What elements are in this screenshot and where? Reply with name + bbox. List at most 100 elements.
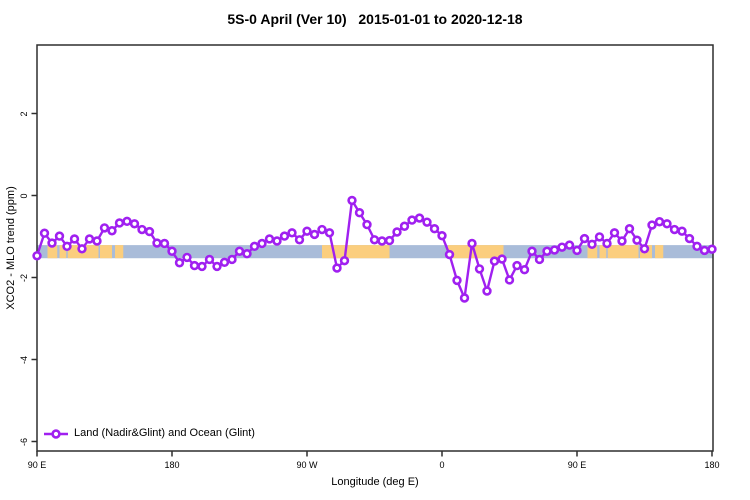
- data-point: [422, 217, 432, 227]
- x-tick-label: 180: [164, 460, 180, 470]
- data-point: [369, 235, 380, 245]
- data-point: [429, 224, 440, 234]
- y-tick-label: -6: [19, 437, 29, 446]
- data-point: [699, 245, 710, 256]
- data-point: [99, 223, 110, 233]
- data-point: [129, 219, 140, 229]
- data-point: [617, 236, 627, 246]
- data-point: [609, 228, 620, 238]
- data-point: [189, 260, 200, 271]
- data-point: [362, 219, 372, 230]
- data-point: [302, 226, 312, 236]
- data-point: [204, 254, 215, 265]
- data-point: [489, 256, 500, 266]
- data-point: [654, 217, 665, 227]
- data-point: [482, 286, 492, 296]
- data-point: [444, 249, 455, 260]
- legend-label: Land (Nadir&Glint) and Ocean (Glint): [74, 427, 255, 439]
- y-tick-label: 0: [19, 192, 29, 199]
- data-point: [452, 275, 462, 286]
- data-point: [647, 220, 657, 230]
- data-point: [174, 258, 185, 268]
- data-point: [594, 232, 605, 242]
- y-tick-label: 2: [19, 110, 29, 117]
- data-point: [347, 195, 357, 206]
- data-point: [632, 235, 642, 245]
- data-point: [114, 218, 125, 228]
- data-point: [602, 238, 612, 249]
- data-point: [167, 246, 177, 256]
- data-point: [534, 254, 545, 265]
- data-point: [542, 246, 552, 256]
- data-point: [692, 241, 702, 252]
- data-point: [587, 239, 597, 249]
- data-point: [624, 224, 635, 234]
- data-point: [287, 228, 297, 238]
- map-band-land-patch: [59, 245, 67, 259]
- data-point: [137, 224, 147, 235]
- chart-title: 5S-0 April (Ver 10) 2015-01-01 to 2020-1…: [227, 11, 523, 27]
- data-point: [684, 233, 695, 244]
- data-point: [354, 208, 365, 218]
- map-band-land-patch: [587, 245, 598, 259]
- x-axis-label: Longitude (deg E): [331, 476, 419, 488]
- data-point: [159, 238, 170, 249]
- data-point: [107, 226, 117, 236]
- data-point: [467, 238, 477, 249]
- data-point: [407, 215, 417, 225]
- data-point: [317, 224, 327, 235]
- data-point: [459, 293, 470, 303]
- data-point: [249, 241, 260, 252]
- data-point: [69, 234, 80, 244]
- data-point: [677, 226, 687, 236]
- data-point: [324, 228, 335, 238]
- map-band-land-patch: [448, 245, 504, 259]
- data-point: [272, 236, 282, 246]
- data-point: [309, 229, 320, 240]
- map-band-land-patch: [100, 245, 112, 259]
- data-point: [572, 245, 582, 256]
- map-band-land-patch: [47, 245, 58, 259]
- x-tick-label: 90 E: [567, 460, 587, 470]
- data-point: [227, 254, 237, 265]
- data-point: [294, 235, 305, 245]
- data-point: [77, 244, 87, 254]
- data-point: [144, 226, 155, 237]
- data-point: [497, 254, 507, 264]
- data-point: [279, 231, 290, 241]
- data-point: [669, 224, 680, 235]
- data-point: [579, 233, 590, 244]
- y-tick-label: -4: [19, 355, 29, 364]
- data-point: [264, 234, 275, 244]
- data-point: [152, 238, 162, 248]
- data-point: [707, 244, 717, 254]
- data-point: [54, 231, 65, 241]
- data-point: [557, 242, 567, 252]
- data-point: [257, 238, 267, 249]
- data-point: [474, 264, 485, 274]
- data-point: [47, 238, 57, 248]
- data-point: [212, 261, 222, 272]
- x-tick-label: 90 W: [296, 460, 318, 470]
- data-point: [399, 221, 410, 231]
- data-point: [197, 261, 207, 272]
- data-point: [377, 236, 387, 246]
- x-tick-label: 90 E: [27, 460, 47, 470]
- data-point: [32, 251, 42, 261]
- data-point: [519, 265, 530, 275]
- data-point: [92, 236, 102, 246]
- data-point: [392, 227, 402, 237]
- data-point: [234, 246, 245, 256]
- data-point: [39, 228, 50, 238]
- data-point: [639, 244, 650, 254]
- data-point: [662, 219, 672, 229]
- y-tick-label: -2: [19, 273, 29, 282]
- map-band-land-patch: [607, 245, 639, 259]
- data-point: [549, 245, 560, 255]
- data-point: [339, 255, 350, 266]
- data-point: [84, 234, 95, 244]
- map-band-land-patch: [599, 245, 607, 259]
- data-point: [504, 275, 515, 285]
